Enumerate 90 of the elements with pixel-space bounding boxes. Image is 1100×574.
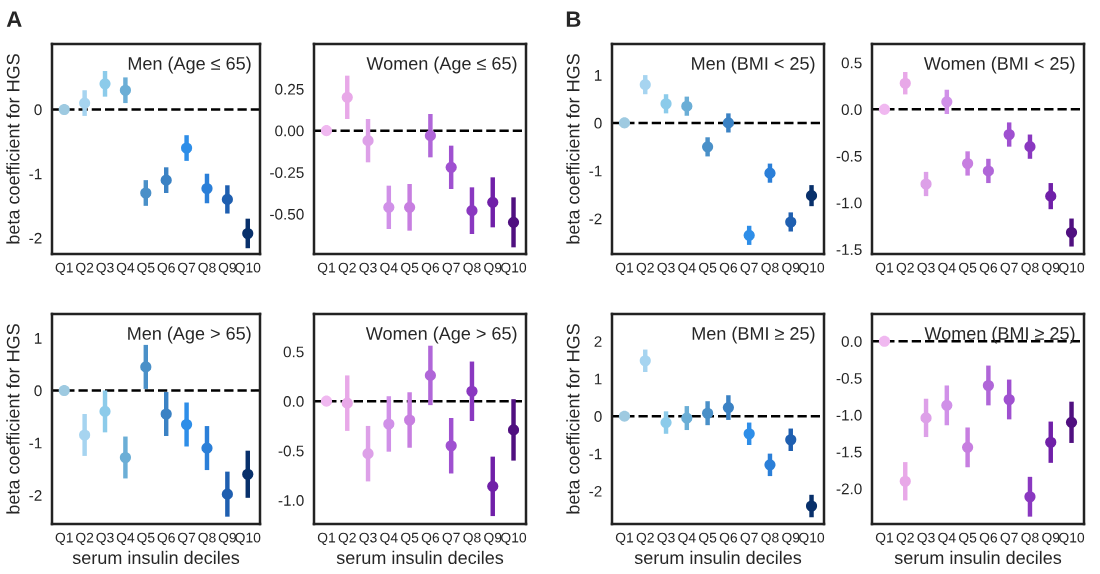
point [201, 442, 213, 454]
point [404, 201, 416, 213]
point [119, 84, 131, 96]
point [639, 355, 651, 367]
point [79, 97, 91, 109]
point [466, 385, 478, 397]
point [424, 130, 436, 142]
text: Men (Age > 65) [128, 326, 251, 344]
point [221, 193, 233, 205]
point [487, 196, 499, 208]
text: Men (BMI < 25) [692, 56, 815, 74]
point [181, 142, 193, 154]
text: B [566, 11, 581, 27]
x-axis-title: serum insulin deciles [894, 550, 1062, 565]
x-axis-title: serum insulin deciles [336, 550, 504, 565]
point [764, 459, 776, 471]
text: Women (Age ≤ 65) [366, 56, 517, 74]
point [466, 205, 478, 217]
point [1003, 393, 1015, 406]
point [982, 165, 994, 177]
point [404, 414, 416, 426]
point [618, 117, 631, 129]
point [362, 135, 374, 147]
point [341, 397, 353, 409]
point [920, 178, 932, 190]
point [507, 424, 520, 436]
point [785, 434, 797, 446]
point [660, 417, 672, 429]
text: Women (BMI ≥ 25) [924, 326, 1075, 344]
point [341, 91, 353, 103]
point [119, 451, 131, 464]
y-axis-title: beta coefficient for HGS [566, 54, 580, 244]
point [702, 407, 714, 419]
point [899, 77, 911, 89]
point [140, 187, 152, 199]
point [941, 399, 953, 411]
point [445, 161, 457, 173]
point [362, 448, 374, 460]
point [242, 227, 254, 240]
point [962, 157, 974, 170]
y-axis-title: beta coefficient for HGS [6, 324, 20, 514]
point [1024, 141, 1036, 153]
point [1065, 416, 1078, 428]
point [383, 418, 395, 430]
point [681, 412, 693, 424]
y-axis-title: beta coefficient for HGS [566, 324, 580, 514]
point [1065, 226, 1078, 239]
point [487, 480, 499, 492]
point [878, 335, 891, 347]
point [941, 96, 953, 108]
point [221, 488, 233, 500]
x-axis-title: serum insulin deciles [72, 550, 240, 565]
point [181, 418, 193, 431]
point [99, 78, 111, 90]
text: Women (BMI < 25) [923, 56, 1075, 74]
point [383, 201, 395, 213]
point [1024, 491, 1036, 503]
point [1045, 436, 1057, 448]
point [99, 405, 111, 417]
point [242, 468, 254, 480]
point [320, 395, 333, 407]
point [58, 103, 70, 116]
point [160, 408, 172, 420]
text: Men (BMI ≥ 25) [692, 326, 815, 344]
point [445, 440, 457, 452]
point [1003, 128, 1015, 141]
point [805, 500, 818, 512]
point [722, 402, 734, 414]
point [805, 190, 818, 202]
point [507, 216, 520, 228]
y-axis-title: beta coefficient for HGS [6, 54, 20, 244]
point [58, 384, 70, 397]
text: Men (Age ≤ 65) [128, 56, 251, 74]
point [201, 182, 213, 195]
point [618, 410, 631, 422]
point [320, 125, 333, 137]
point [424, 369, 436, 381]
point [1045, 190, 1057, 202]
x-axis-title: serum insulin deciles [634, 550, 802, 565]
point [899, 475, 911, 487]
text: A [6, 11, 22, 27]
point [878, 103, 891, 115]
point [160, 174, 172, 186]
point [140, 361, 152, 373]
point [982, 379, 994, 392]
point [920, 412, 932, 424]
point [743, 428, 755, 440]
point [962, 441, 974, 453]
point [79, 429, 91, 441]
text: Women (Age > 65) [365, 326, 517, 344]
